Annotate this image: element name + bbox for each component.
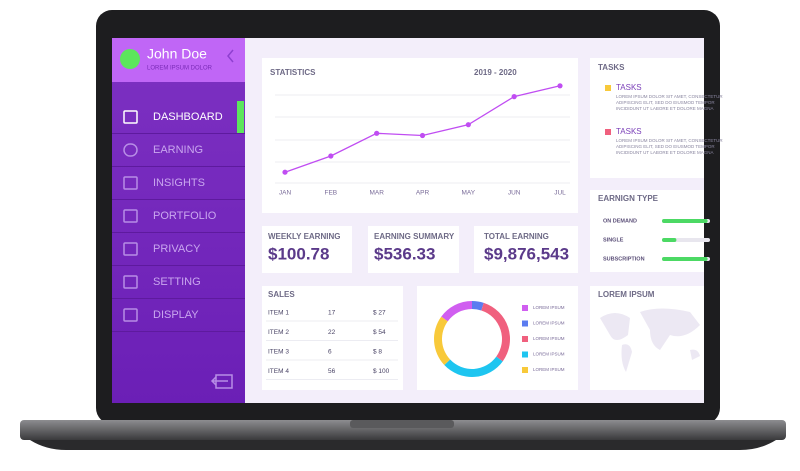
active-indicator [237,101,244,133]
point [465,122,471,128]
legend-label: LOREM IPSUM [533,336,565,341]
legend-label: LOREM IPSUM [533,367,565,372]
x-tick-label: MAR [369,190,384,197]
sales-cell: $ 27 [373,310,386,317]
menu-icon [123,143,138,157]
task-line: INCIDIDUNT UT LABORE ET DOLORE MAGNA [616,106,714,111]
task-marker [605,85,611,91]
sidebar [112,38,245,403]
menu-icon [123,209,138,223]
menu-icon [123,308,138,322]
point [419,132,426,139]
map-title: LOREM IPSUM [598,290,655,299]
earning-label: EARNING SUMMARY [374,232,455,241]
menu-label: DASHBOARD [153,111,223,123]
world-map [600,308,700,372]
progress-label: ON DEMAND [603,218,637,224]
logout-icon[interactable] [210,374,233,389]
point [282,169,288,175]
earning-label: TOTAL EARNING [484,232,549,241]
menu-label: SETTING [153,276,201,288]
legend-swatch [522,336,528,342]
x-tick-label: JUN [508,190,521,197]
progress-label: SUBSCRIPTION [603,256,645,262]
task-marker [605,129,611,135]
donut-segment [434,316,451,366]
menu-icon [123,110,138,124]
progress-bar [662,219,708,223]
sales-title: SALES [268,290,295,299]
sales-cell: ITEM 2 [268,329,289,336]
donut-segment [481,302,511,362]
x-tick-label: MAY [462,190,476,197]
point [511,94,517,100]
legend-swatch [522,351,528,358]
sales-cell: 56 [328,368,336,375]
stats-title: STATISTICS [270,68,316,77]
earning-type-title: EARNIGN TYPE [598,194,659,203]
menu-label: PRIVACY [153,243,201,255]
legend-label: LOREM IPSUM [533,305,565,310]
legend-swatch [522,305,528,311]
earning-value: $100.78 [268,244,329,263]
laptop-base [20,420,786,440]
menu-label: DISPLAY [153,309,199,321]
task-title: TASKS [616,127,642,136]
progress-bar [662,257,708,261]
sales-cell: $ 8 [373,349,382,356]
avatar [120,49,140,69]
legend-label: LOREM IPSUM [533,352,565,357]
x-tick-label: FEB [325,190,338,197]
base-foot [30,440,776,450]
donut-segment [444,356,503,378]
tasks-title: TASKS [598,63,625,72]
menu-icon [123,176,138,190]
earning-value: $9,876,543 [484,244,569,263]
menu-label: PORTFOLIO [153,210,217,222]
point [557,83,563,89]
progress-label: SINGLE [603,237,624,243]
user-name: John Doe [147,46,207,62]
task-title: TASKS [616,83,642,92]
legend-swatch [522,367,528,373]
collapse-button[interactable] [227,49,234,63]
sales-cell: 6 [328,349,332,356]
menu-icon [123,242,138,256]
notch [350,420,454,428]
x-tick-label: JAN [279,190,292,197]
x-tick-label: JUL [554,190,566,197]
donut-segment [441,301,472,322]
sales-cell: $ 100 [373,368,390,375]
earning-value: $536.33 [374,244,435,263]
sales-cell: ITEM 3 [268,349,289,356]
sales-cell: ITEM 4 [268,368,289,375]
task-line: INCIDIDUNT UT LABORE ET DOLORE MAGNA [616,150,714,155]
stats-subtitle: 2019 - 2020 [474,68,517,77]
point [374,130,380,136]
x-tick-label: APR [416,190,430,197]
sales-cell: $ 54 [373,329,386,336]
sales-cell: 17 [328,310,336,317]
legend-label: LOREM IPSUM [533,321,565,326]
progress-bar [662,238,677,242]
task-line: LOREM IPSUM DOLOR SIT AMET, CONSECTETUR [616,94,723,99]
earning-label: WEEKLY EARNING [268,232,340,241]
legend-swatch [522,320,528,327]
menu-icon [123,275,138,289]
user-subtitle: LOREM IPSUM DOLOR [147,66,213,72]
menu-label: INSIGHTS [153,177,205,189]
donut-segment [472,301,484,311]
sales-cell: 22 [328,329,336,336]
sales-cell: ITEM 1 [268,310,289,317]
point [328,153,334,159]
task-line: LOREM IPSUM DOLOR SIT AMET, CONSECTETUR [616,138,723,143]
menu-label: EARNING [153,144,203,156]
task-line: ADIPISCING ELIT, SED DO EIUSMOD TEMPOR [616,144,715,149]
task-line: ADIPISCING ELIT, SED DO EIUSMOD TEMPOR [616,100,715,105]
